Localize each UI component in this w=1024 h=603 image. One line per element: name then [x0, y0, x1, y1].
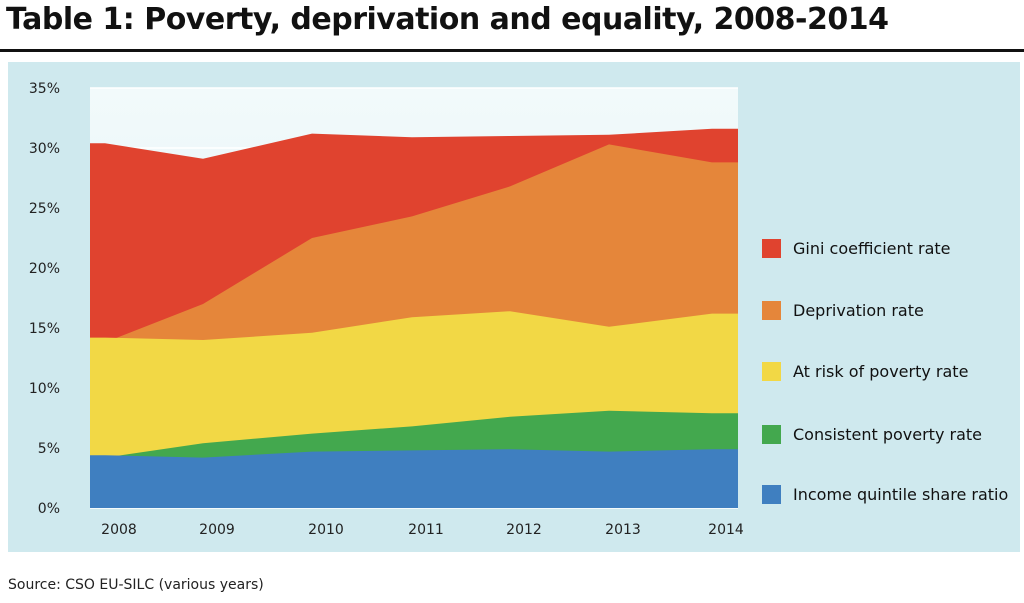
legend-swatch	[762, 424, 781, 444]
x-tick-label: 2008	[101, 522, 137, 538]
legend-label: At risk of poverty rate	[793, 361, 969, 381]
legend-swatch	[762, 300, 781, 320]
legend-label: Deprivation rate	[793, 300, 924, 320]
y-tick-label: 0%	[38, 501, 60, 517]
legend-swatch	[762, 361, 781, 381]
legend-label: Consistent poverty rate	[793, 424, 982, 444]
legend-item: At risk of poverty rate	[762, 360, 968, 382]
y-tick-label: 15%	[29, 321, 60, 337]
title-rule	[0, 49, 1024, 52]
x-tick-label: 2011	[408, 522, 444, 538]
x-tick-label: 2009	[199, 522, 235, 538]
legend-label: Income quintile share ratio	[793, 484, 1009, 504]
y-tick-label: 25%	[29, 201, 60, 217]
y-tick-label: 5%	[38, 441, 60, 457]
legend-item: Income quintile share ratio	[762, 483, 1008, 505]
area-income-quintile-share-ratio	[90, 449, 738, 508]
page-title: Table 1: Poverty, deprivation and equali…	[6, 2, 889, 37]
legend-item: Gini coefficient rate	[762, 237, 951, 259]
y-tick-label: 20%	[29, 261, 60, 277]
x-tick-label: 2010	[308, 522, 344, 538]
x-tick-label: 2013	[605, 522, 641, 538]
legend-item: Deprivation rate	[762, 299, 924, 321]
x-tick-label: 2014	[708, 522, 744, 538]
y-tick-label: 10%	[29, 381, 60, 397]
source-note: Source: CSO EU-SILC (various years)	[8, 577, 264, 593]
x-tick-label: 2012	[506, 522, 542, 538]
legend-label: Gini coefficient rate	[793, 238, 951, 258]
y-tick-label: 35%	[29, 81, 60, 97]
legend-item: Consistent poverty rate	[762, 423, 982, 445]
legend-swatch	[762, 484, 781, 504]
legend-swatch	[762, 238, 781, 258]
y-tick-label: 30%	[29, 141, 60, 157]
